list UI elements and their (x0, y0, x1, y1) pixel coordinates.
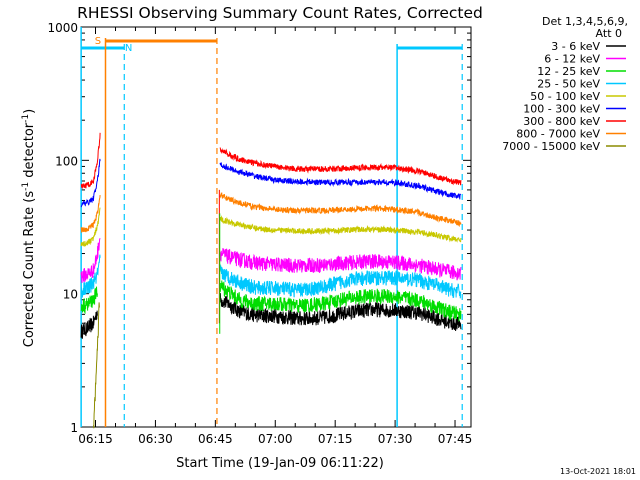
x-tick-label: 06:15 (78, 432, 113, 446)
series-line-4 (80, 207, 101, 248)
y-tick-label: 100 (55, 154, 78, 168)
series-line-5 (219, 162, 461, 200)
y-tick-label: 1000 (47, 21, 78, 35)
x-tick-label: 07:00 (258, 432, 293, 446)
x-tick-label: 06:30 (138, 432, 173, 446)
legend-label: 100 - 300 keV (523, 103, 600, 116)
series-line-4 (219, 215, 462, 243)
series-line-6 (80, 132, 101, 190)
y-axis-label-sup1: -1 (21, 182, 31, 191)
legend-header-detectors: Det 1,3,4,5,6,9, (542, 15, 628, 28)
series-line-7 (219, 192, 462, 228)
series-line-8 (93, 302, 100, 429)
series-line-3 (219, 264, 462, 299)
x-tick-label: 07:45 (438, 432, 473, 446)
legend-label: 800 - 7000 keV (516, 128, 600, 141)
legend-label: 25 - 50 keV (537, 78, 600, 91)
y-axis-label: Corrected Count Rate (s-1 detector-1) (21, 109, 37, 347)
y-axis-label-sup2: -1 (21, 114, 31, 123)
legend-label: 6 - 12 keV (544, 53, 600, 66)
legend-label: 12 - 25 keV (537, 65, 600, 78)
legend-label: 300 - 800 keV (523, 115, 600, 128)
series-line-1 (80, 238, 101, 284)
series-line-6 (219, 147, 462, 186)
series-line-1 (219, 248, 462, 281)
legend-label: 3 - 6 keV (551, 40, 600, 53)
series-line-2 (80, 286, 98, 315)
x-axis-label: Start Time (19-Jan-09 06:11:22) (176, 456, 384, 471)
series-line-7 (80, 195, 101, 233)
legend-label: 50 - 100 keV (530, 90, 600, 103)
series-line-2 (219, 280, 462, 322)
night-label: N (125, 43, 132, 54)
saa-label: S (95, 36, 101, 47)
series-line-5 (80, 158, 101, 208)
footer-timestamp: 13-Oct-2021 18:01 (560, 467, 636, 476)
plot-frame (80, 26, 472, 428)
x-tick-label: 06:45 (198, 432, 233, 446)
plot-area: 06:15 06:30 06:45 07:00 07:15 07:30 07:45 1 10 10… (47, 21, 472, 446)
x-tick-label: 07:30 (378, 432, 413, 446)
x-tick-label: 07:15 (318, 432, 353, 446)
legend-label: 7000 - 15000 keV (502, 140, 600, 153)
y-tick-label: 1 (70, 421, 78, 435)
legend-header-attenuator: Att 0 (596, 27, 622, 40)
series-line-0 (80, 310, 98, 340)
chart-title: RHESSI Observing Summary Count Rates, Co… (77, 4, 483, 22)
y-tick-label: 10 (63, 288, 78, 302)
series-line-0 (219, 293, 462, 332)
series-line-3 (80, 254, 101, 298)
